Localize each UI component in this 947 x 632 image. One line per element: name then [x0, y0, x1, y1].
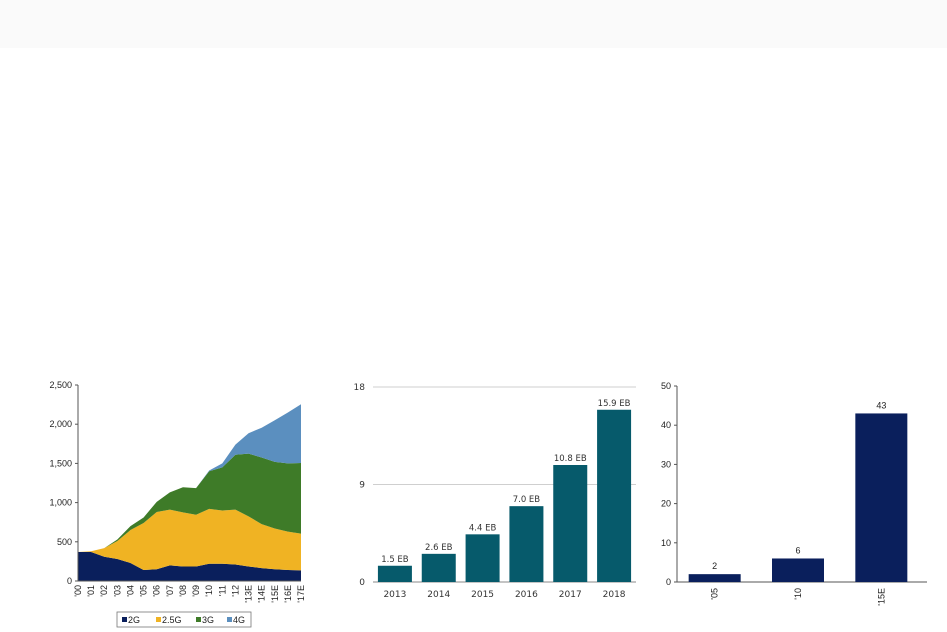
- area-series-4g: [78, 404, 301, 552]
- y-tick-label: 20: [661, 499, 671, 509]
- bar: [688, 574, 741, 582]
- x-tick-label: '12: [230, 585, 240, 597]
- y-tick-label: 40: [661, 420, 671, 430]
- x-tick-label: '10: [793, 588, 803, 600]
- legend-label: 2.5G: [162, 615, 182, 625]
- x-tick-label: '02: [99, 585, 109, 597]
- x-tick-label: '15E: [270, 585, 280, 603]
- x-tick-label: 2015: [471, 590, 494, 600]
- y-tick-label: 2,500: [49, 380, 72, 390]
- data-label: 10.8 EB: [554, 454, 587, 464]
- bar: [421, 553, 456, 582]
- chart-small-bars: 0 10 20 30 40 50 2 '05 6 '10 43 '15E: [661, 381, 927, 606]
- x-tick-label: '06: [152, 585, 162, 597]
- x-tick-label: '00: [73, 585, 83, 597]
- y-tick-label: 0: [359, 578, 365, 588]
- y-tick-label: 30: [661, 459, 671, 469]
- data-label: 1.5 EB: [381, 555, 409, 565]
- x-tick-label: 2018: [603, 590, 626, 600]
- bar: [377, 565, 412, 582]
- bar: [509, 506, 544, 582]
- area-series-3g: [78, 453, 301, 552]
- legend-box: [116, 611, 252, 628]
- y-tick-label: 1,500: [49, 458, 72, 468]
- data-label: 2: [712, 561, 717, 571]
- legend-label: 2G: [128, 615, 140, 625]
- legend-label: 4G: [233, 615, 245, 625]
- bar: [465, 534, 500, 582]
- x-tick-label: 2013: [383, 590, 406, 600]
- y-tick-label: 9: [359, 481, 365, 491]
- x-tick-label: '05: [710, 588, 720, 600]
- y-tick-label: 0: [666, 577, 671, 587]
- y-tick-label: 10: [661, 538, 671, 548]
- bar: [553, 465, 588, 582]
- x-tick-label: '13E: [244, 585, 254, 603]
- y-tick-label: 2,000: [49, 419, 72, 429]
- x-tick-label: '17E: [296, 585, 306, 603]
- legend-swatch: [156, 617, 161, 622]
- data-label: 7.0 EB: [513, 495, 541, 505]
- data-label: 6: [795, 545, 800, 555]
- x-tick-label: '11: [217, 585, 227, 596]
- bar: [855, 413, 908, 582]
- x-tick-label: '03: [112, 585, 122, 597]
- x-tick-label: 2017: [559, 590, 582, 600]
- x-tick-label: '05: [139, 585, 149, 597]
- data-label: 15.9 EB: [598, 399, 631, 409]
- legend: 2G 2.5G 3G 4G: [116, 611, 252, 628]
- x-tick-label: '01: [86, 585, 96, 597]
- bar: [772, 558, 824, 582]
- x-tick-label: 2016: [515, 590, 538, 600]
- data-label: 2.6 EB: [425, 543, 453, 553]
- x-tick-label: '07: [165, 585, 175, 597]
- bar: [597, 409, 632, 582]
- area-series-25g: [78, 508, 301, 571]
- x-tick-label: '08: [178, 585, 188, 597]
- y-tick-label: 50: [661, 381, 671, 391]
- y-tick-label: 18: [354, 383, 366, 393]
- y-tick-label: 500: [57, 537, 72, 547]
- data-label: 43: [876, 400, 886, 410]
- y-tick-label: 1,000: [49, 498, 72, 508]
- data-label: 4.4 EB: [469, 523, 497, 533]
- legend-swatch: [122, 617, 127, 622]
- legend-swatch: [196, 617, 201, 622]
- x-tick-label: '09: [191, 585, 201, 597]
- chart-stacked-area: 0 500 1,000 1,500 2,000 2,500 '00'01'02'03'04 '…: [49, 380, 306, 628]
- legend-label: 3G: [202, 615, 214, 625]
- x-tick-label: '16E: [283, 585, 293, 603]
- top-band: [0, 0, 947, 48]
- x-tick-label: '14E: [257, 585, 267, 603]
- x-tick-label: 2014: [427, 590, 450, 600]
- x-tick-label: '04: [125, 585, 135, 597]
- legend-swatch: [227, 617, 232, 622]
- x-tick-label: '15E: [876, 588, 886, 606]
- x-tick-label: '10: [204, 585, 214, 597]
- chart-traffic-bars: 0 9 18 1.5 EB 2013 2.6 EB 2014 4.4 EB 2015 7.0 EB…: [354, 383, 636, 600]
- y-tick-label: 0: [67, 576, 72, 586]
